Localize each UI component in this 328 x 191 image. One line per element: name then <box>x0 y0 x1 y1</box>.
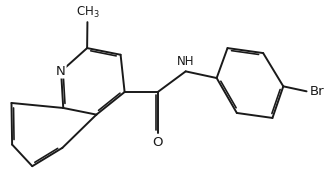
Text: N: N <box>56 65 66 78</box>
Text: O: O <box>153 136 163 149</box>
Text: CH$_3$: CH$_3$ <box>75 5 99 20</box>
Text: NH: NH <box>177 56 195 69</box>
Text: Br: Br <box>309 85 324 98</box>
